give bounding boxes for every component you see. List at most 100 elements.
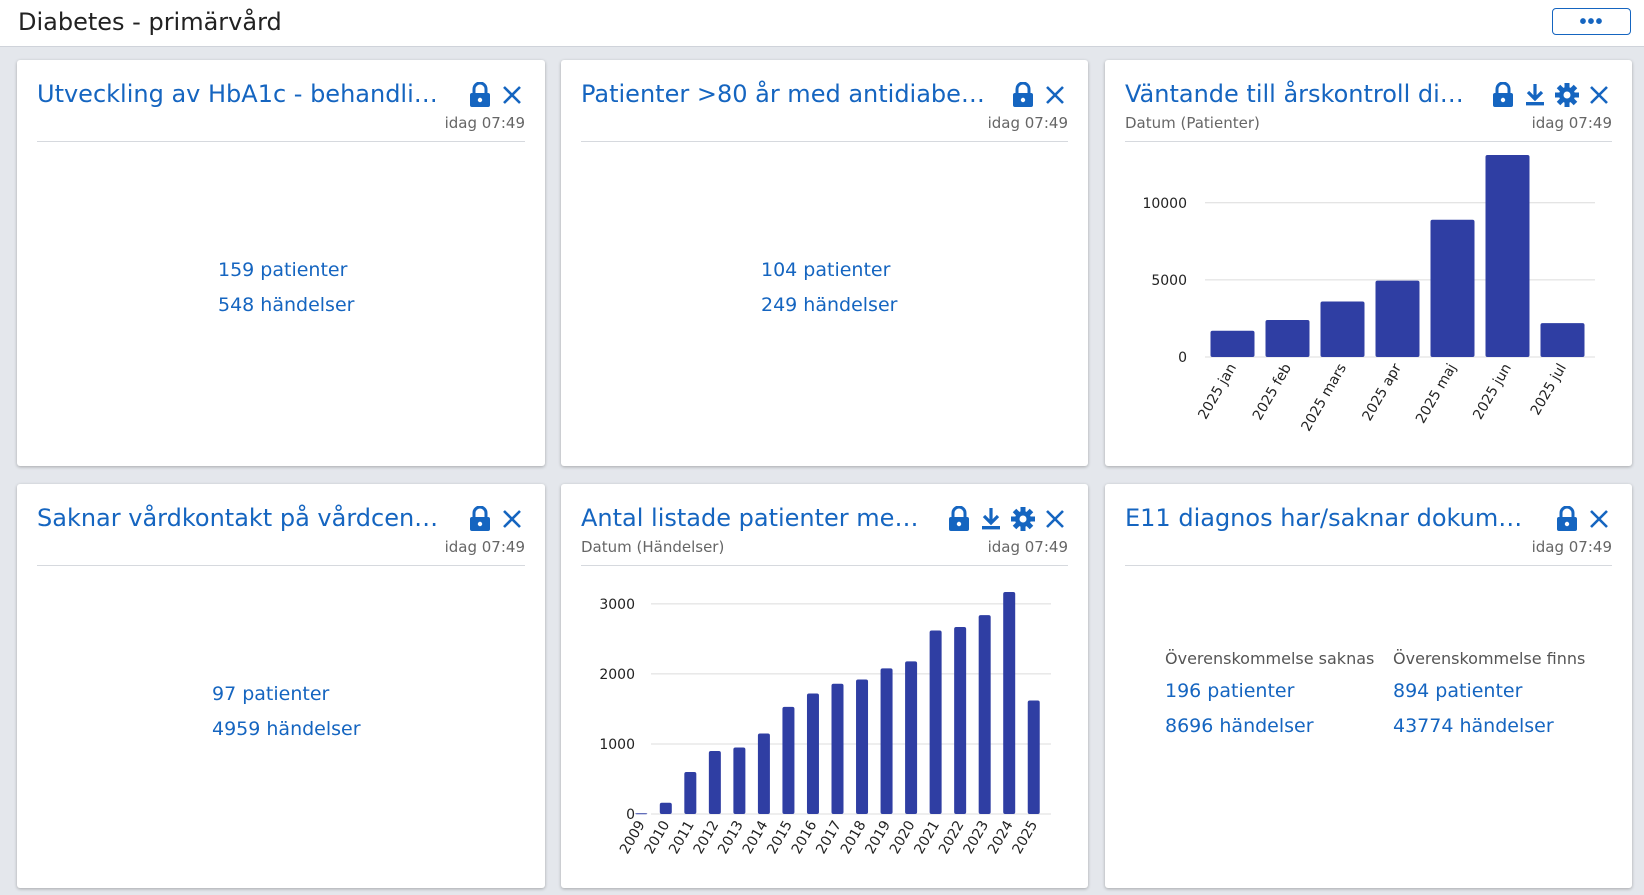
bar[interactable] (1540, 323, 1585, 357)
bar[interactable] (1485, 155, 1530, 357)
event-count-link[interactable]: 548 händelser (218, 294, 355, 316)
lock-icon[interactable] (467, 505, 493, 533)
y-tick-label: 2000 (599, 667, 635, 683)
x-tick-label: 2025 jun (1470, 361, 1515, 422)
download-icon[interactable] (1522, 81, 1548, 109)
bar[interactable] (1265, 319, 1310, 357)
stat-group-heading: Överenskommelse finns (1393, 649, 1586, 668)
patient-count-link[interactable]: 159 patienter (218, 259, 348, 281)
card-header: Patienter >80 år med antidiabetika… idag… (581, 60, 1068, 142)
bar[interactable] (929, 630, 942, 814)
lock-icon[interactable] (1010, 81, 1036, 109)
bar[interactable] (831, 683, 844, 814)
event-count-link[interactable]: 8696 händelser (1165, 715, 1314, 737)
bar[interactable] (1027, 700, 1040, 814)
gear-icon[interactable] (1554, 81, 1580, 109)
bar[interactable] (856, 679, 869, 814)
card-timestamp: idag 07:49 (1531, 538, 1612, 556)
bar[interactable] (757, 733, 770, 814)
bar-chart-listed-patients: 0100020003000200920102011201220132014201… (599, 592, 1051, 857)
card-timestamp: idag 07:49 (444, 538, 525, 556)
close-icon[interactable] (499, 81, 525, 109)
card-patients-over-80: Patienter >80 år med antidiabetika… idag… (561, 60, 1088, 466)
top-bar: Diabetes - primärvård ••• (0, 0, 1644, 47)
x-tick-label: 2025 maj (1413, 361, 1460, 426)
stats-block: 159 patienter 548 händelser (218, 253, 354, 323)
card-header: Väntande till årskontroll diab… Datum (P… (1125, 60, 1612, 142)
bar[interactable] (708, 750, 721, 814)
x-tick-label: 2025 apr (1359, 361, 1405, 424)
stats-group-exists: Överenskommelse finns 894 patienter 4377… (1393, 644, 1585, 744)
card-timestamp: idag 07:49 (444, 114, 525, 132)
x-tick-label: 2025 (1010, 818, 1042, 857)
bar[interactable] (978, 615, 991, 814)
bar[interactable] (659, 802, 672, 814)
patient-count-link[interactable]: 104 patienter (761, 259, 891, 281)
event-count-link[interactable]: 4959 händelser (212, 718, 361, 740)
close-icon[interactable] (1042, 81, 1068, 109)
x-tick-label: 2025 jul (1528, 361, 1570, 418)
card-e11-diagnosis: E11 diagnos har/saknar dokument… idag 07… (1105, 484, 1632, 888)
bar[interactable] (684, 771, 697, 814)
patient-count-link[interactable]: 894 patienter (1393, 680, 1523, 702)
stat-group-heading: Överenskommelse saknas (1165, 649, 1375, 668)
card-actions (1554, 504, 1612, 534)
bar[interactable] (733, 747, 746, 814)
bar[interactable] (954, 627, 967, 814)
card-actions (467, 80, 525, 110)
card-title[interactable]: Utveckling av HbA1c - behandling … (37, 80, 447, 108)
lock-icon[interactable] (1554, 505, 1580, 533)
stats-block: 97 patienter 4959 händelser (212, 677, 361, 747)
card-subtitle: Datum (Händelser) (581, 538, 725, 556)
y-tick-label: 0 (626, 807, 635, 823)
card-title[interactable]: Saknar vårdkontakt på vårdcentral… (37, 504, 447, 532)
card-header: Saknar vårdkontakt på vårdcentral… idag … (37, 484, 525, 566)
x-tick-label: 2025 feb (1250, 361, 1295, 423)
bar[interactable] (1003, 592, 1016, 814)
bar[interactable] (1430, 219, 1475, 357)
event-count-link[interactable]: 43774 händelser (1393, 715, 1554, 737)
event-count-link[interactable]: 249 händelser (761, 294, 898, 316)
card-header: E11 diagnos har/saknar dokument… idag 07… (1125, 484, 1612, 566)
card-annual-checkup-waiting: Väntande till årskontroll diab… Datum (P… (1105, 60, 1632, 466)
patient-count-link[interactable]: 97 patienter (212, 683, 330, 705)
gear-icon[interactable] (1010, 505, 1036, 533)
card-title[interactable]: Patienter >80 år med antidiabetika… (581, 80, 991, 108)
download-icon[interactable] (978, 505, 1004, 533)
bar[interactable] (782, 706, 795, 814)
card-actions (467, 504, 525, 534)
lock-icon[interactable] (467, 81, 493, 109)
bar[interactable] (635, 813, 648, 815)
x-tick-label: 2025 jan (1195, 361, 1240, 422)
lock-icon[interactable] (946, 505, 972, 533)
bar[interactable] (905, 661, 918, 814)
bar[interactable] (880, 668, 893, 814)
card-no-care-contact: Saknar vårdkontakt på vårdcentral… idag … (17, 484, 545, 888)
card-subtitle: Datum (Patienter) (1125, 114, 1260, 132)
close-icon[interactable] (499, 505, 525, 533)
card-title[interactable]: E11 diagnos har/saknar dokument… (1125, 504, 1530, 532)
close-icon[interactable] (1586, 81, 1612, 109)
close-icon[interactable] (1586, 505, 1612, 533)
y-tick-label: 1000 (599, 737, 635, 753)
lock-icon[interactable] (1490, 81, 1516, 109)
card-timestamp: idag 07:49 (1531, 114, 1612, 132)
bar[interactable] (1375, 280, 1420, 357)
bar[interactable] (1320, 301, 1365, 357)
bar[interactable] (1210, 330, 1255, 357)
stats-block: 104 patienter 249 händelser (761, 253, 897, 323)
close-icon[interactable] (1042, 505, 1068, 533)
y-tick-label: 5000 (1151, 273, 1187, 289)
stats-group-missing: Överenskommelse saknas 196 patienter 869… (1165, 644, 1374, 744)
card-timestamp: idag 07:49 (987, 538, 1068, 556)
x-tick-label: 2025 mars (1298, 361, 1350, 434)
patient-count-link[interactable]: 196 patienter (1165, 680, 1295, 702)
card-listed-patients: Antal listade patienter med di… Datum (H… (561, 484, 1088, 888)
card-actions (946, 504, 1068, 534)
bar[interactable] (806, 693, 819, 814)
card-header: Antal listade patienter med di… Datum (H… (581, 484, 1068, 566)
card-timestamp: idag 07:49 (987, 114, 1068, 132)
more-options-button[interactable]: ••• (1552, 8, 1631, 35)
card-actions (1490, 80, 1612, 110)
